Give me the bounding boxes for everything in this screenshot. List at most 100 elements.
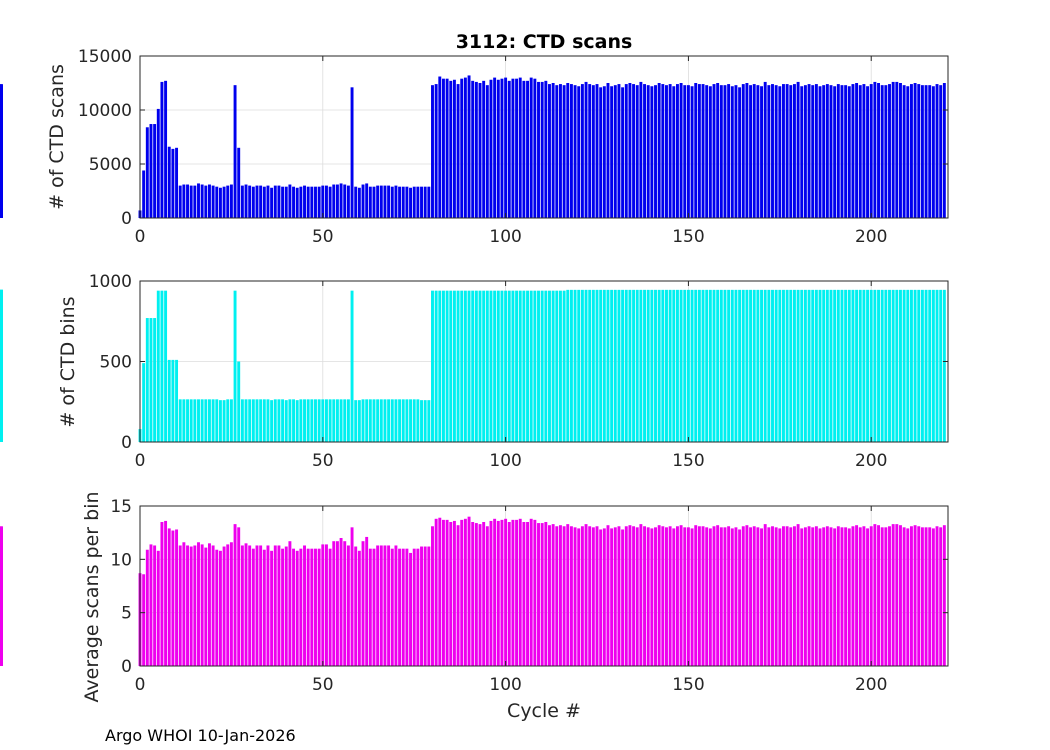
bar: [789, 85, 793, 218]
bar: [273, 185, 277, 218]
bar: [438, 290, 442, 442]
x-tick-label: 0: [135, 451, 146, 471]
bar: [149, 318, 153, 442]
bar: [394, 185, 398, 218]
bar: [727, 289, 731, 442]
bar: [654, 289, 657, 442]
bar: [423, 400, 427, 442]
bar: [332, 541, 336, 666]
bar: [467, 290, 471, 442]
bar: [175, 529, 179, 666]
bar: [643, 526, 646, 666]
bar: [661, 526, 665, 666]
bar: [0, 292, 3, 442]
bar: [259, 399, 263, 442]
bar: [920, 85, 924, 218]
bar: [500, 290, 504, 442]
bar: [445, 519, 449, 666]
bar: [749, 289, 753, 442]
bar: [218, 550, 222, 666]
bar: [295, 187, 299, 218]
bar: [401, 186, 405, 218]
bar: [145, 127, 149, 218]
bar: [255, 185, 259, 218]
bar: [288, 541, 292, 666]
bar: [197, 183, 200, 218]
bar: [654, 85, 657, 218]
bar: [325, 399, 328, 442]
bar: [441, 290, 445, 442]
bar: [580, 289, 584, 442]
bar: [405, 186, 409, 218]
bar: [763, 81, 767, 218]
bar: [467, 75, 471, 218]
bar: [394, 399, 398, 442]
bar: [299, 548, 303, 666]
bar: [416, 399, 420, 442]
bar: [186, 184, 189, 218]
bar: [394, 545, 398, 666]
bar: [555, 85, 559, 218]
bar: [675, 289, 679, 442]
bar: [577, 289, 581, 442]
bar: [167, 528, 171, 666]
bar: [745, 525, 749, 666]
bar: [361, 399, 365, 442]
bar: [460, 519, 464, 666]
bar: [749, 527, 753, 666]
bar: [796, 81, 800, 218]
bar: [522, 80, 526, 218]
bar: [628, 289, 632, 442]
bar: [650, 86, 654, 219]
bar: [675, 526, 679, 666]
bar: [679, 525, 683, 666]
bar: [251, 548, 255, 666]
y-tick-label: 10: [110, 550, 132, 570]
bar: [708, 289, 712, 442]
bar: [182, 399, 186, 442]
bar: [434, 518, 438, 666]
bar: [474, 523, 478, 666]
bar: [548, 84, 551, 218]
bar: [441, 519, 445, 666]
bar: [683, 85, 687, 218]
bar: [686, 85, 690, 218]
bar: [716, 83, 720, 218]
bar: [708, 86, 712, 219]
bar: [368, 548, 372, 666]
bar: [295, 550, 299, 666]
bar: [657, 289, 661, 442]
x-tick-label: 200: [855, 451, 887, 471]
bar: [255, 399, 259, 442]
bar: [825, 84, 829, 218]
bar: [390, 186, 394, 218]
bar: [624, 84, 628, 218]
bar: [237, 147, 241, 218]
bar: [891, 524, 895, 666]
bar: [379, 185, 383, 218]
bar: [156, 550, 160, 666]
bar: [452, 520, 456, 666]
bar: [156, 108, 160, 218]
bar: [299, 399, 303, 442]
bar: [818, 528, 822, 666]
bar: [639, 289, 643, 442]
bar: [657, 83, 661, 218]
bar: [730, 528, 734, 666]
bar: [303, 545, 306, 666]
bar: [482, 522, 486, 666]
bar: [314, 548, 317, 666]
bar: [866, 289, 870, 442]
bar: [665, 527, 668, 666]
bar: [474, 290, 478, 442]
bar: [708, 528, 712, 666]
bar: [866, 86, 870, 219]
bar: [339, 183, 343, 218]
bar: [438, 517, 442, 666]
bar: [877, 289, 880, 442]
bar: [909, 526, 913, 666]
bar: [164, 80, 168, 218]
bar: [515, 519, 519, 666]
bar: [248, 399, 252, 442]
bar: [244, 543, 248, 666]
